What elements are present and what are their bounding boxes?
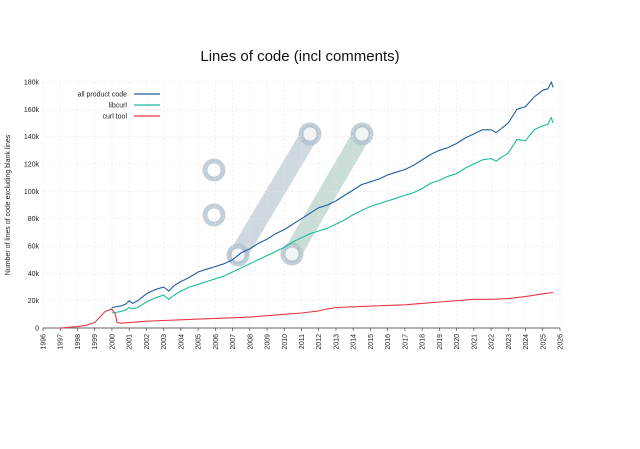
logo-ring-3: [280, 242, 304, 266]
x-tick-label: 1998: [75, 334, 82, 350]
series-line-1: [111, 116, 554, 314]
y-tick-label: 0: [35, 326, 39, 333]
legend-label-1: libcurl: [109, 103, 128, 110]
x-tick-label: 2021: [471, 334, 478, 350]
x-tick-label: 2004: [178, 334, 185, 350]
y-tick-label: 120k: [24, 162, 40, 169]
x-tick-label: 1999: [92, 334, 99, 350]
x-tick-label: 2009: [265, 334, 272, 350]
grid: [42, 81, 561, 329]
y-tick-label: 40k: [28, 271, 40, 278]
x-tick-label: 2006: [213, 334, 220, 350]
x-tick-label: 2005: [196, 334, 203, 350]
axes: 0 20k 40k 60k 80k 100k 120k 140k 160k 180k 1996 199…: [24, 80, 565, 350]
curl-logo-watermark: [202, 122, 374, 267]
legend-label-2: curl tool: [102, 114, 127, 121]
y-axis-label: Number of lines of code excluding blank …: [5, 134, 12, 275]
x-tick-label: 2001: [127, 334, 134, 350]
x-tick-label: 2002: [144, 334, 151, 350]
x-tick-label: 2026: [558, 334, 565, 350]
x-tick-label: 2018: [420, 334, 427, 350]
chart-title: Lines of code (incl comments): [200, 48, 399, 65]
x-tick-label: 2007: [230, 334, 237, 350]
y-tick-label: 160k: [24, 107, 40, 114]
x-tick-label: 2000: [109, 334, 116, 350]
series-line-2: [60, 291, 554, 329]
logo-dot-bottom: [202, 203, 226, 227]
legend-label-0: all product code: [78, 92, 128, 99]
x-tick-label: 2010: [282, 334, 289, 350]
x-tick-label: 2025: [540, 334, 547, 350]
x-tick-label: 2020: [454, 334, 461, 350]
x-tick-label: 2019: [437, 334, 444, 350]
x-tick-label: 2015: [368, 334, 375, 350]
y-tick-label: 180k: [24, 80, 40, 87]
logo-ring-4: [350, 122, 374, 146]
x-tick-label: 1996: [41, 334, 48, 350]
x-tick-label: 2011: [299, 334, 306, 349]
x-tick-label: 1997: [58, 334, 65, 350]
x-tick-label: 2003: [161, 334, 168, 350]
logo-ring-2: [298, 122, 322, 146]
y-tick-label: 100k: [24, 189, 40, 196]
logo-slash-right: [283, 125, 371, 263]
logo-dot-top: [202, 158, 226, 182]
x-tick-label: 2008: [247, 334, 254, 350]
x-tick-label: 2024: [523, 334, 530, 350]
x-tick-label: 2023: [506, 334, 513, 350]
x-tick-label: 2022: [489, 334, 496, 350]
x-tick-label: 2016: [385, 334, 392, 350]
series-lines: [60, 81, 554, 329]
x-tick-label: 2013: [333, 334, 340, 350]
y-tick-label: 20k: [28, 298, 40, 305]
legend: all product code libcurl curl tool: [78, 92, 160, 121]
series-line-0: [111, 81, 554, 309]
x-tick-label: 2012: [316, 334, 323, 350]
x-tick-label: 2017: [402, 334, 409, 350]
y-tick-label: 60k: [28, 244, 40, 251]
y-tick-label: 140k: [24, 134, 40, 141]
y-tick-label: 80k: [28, 216, 40, 223]
x-tick-label: 2014: [351, 334, 358, 350]
